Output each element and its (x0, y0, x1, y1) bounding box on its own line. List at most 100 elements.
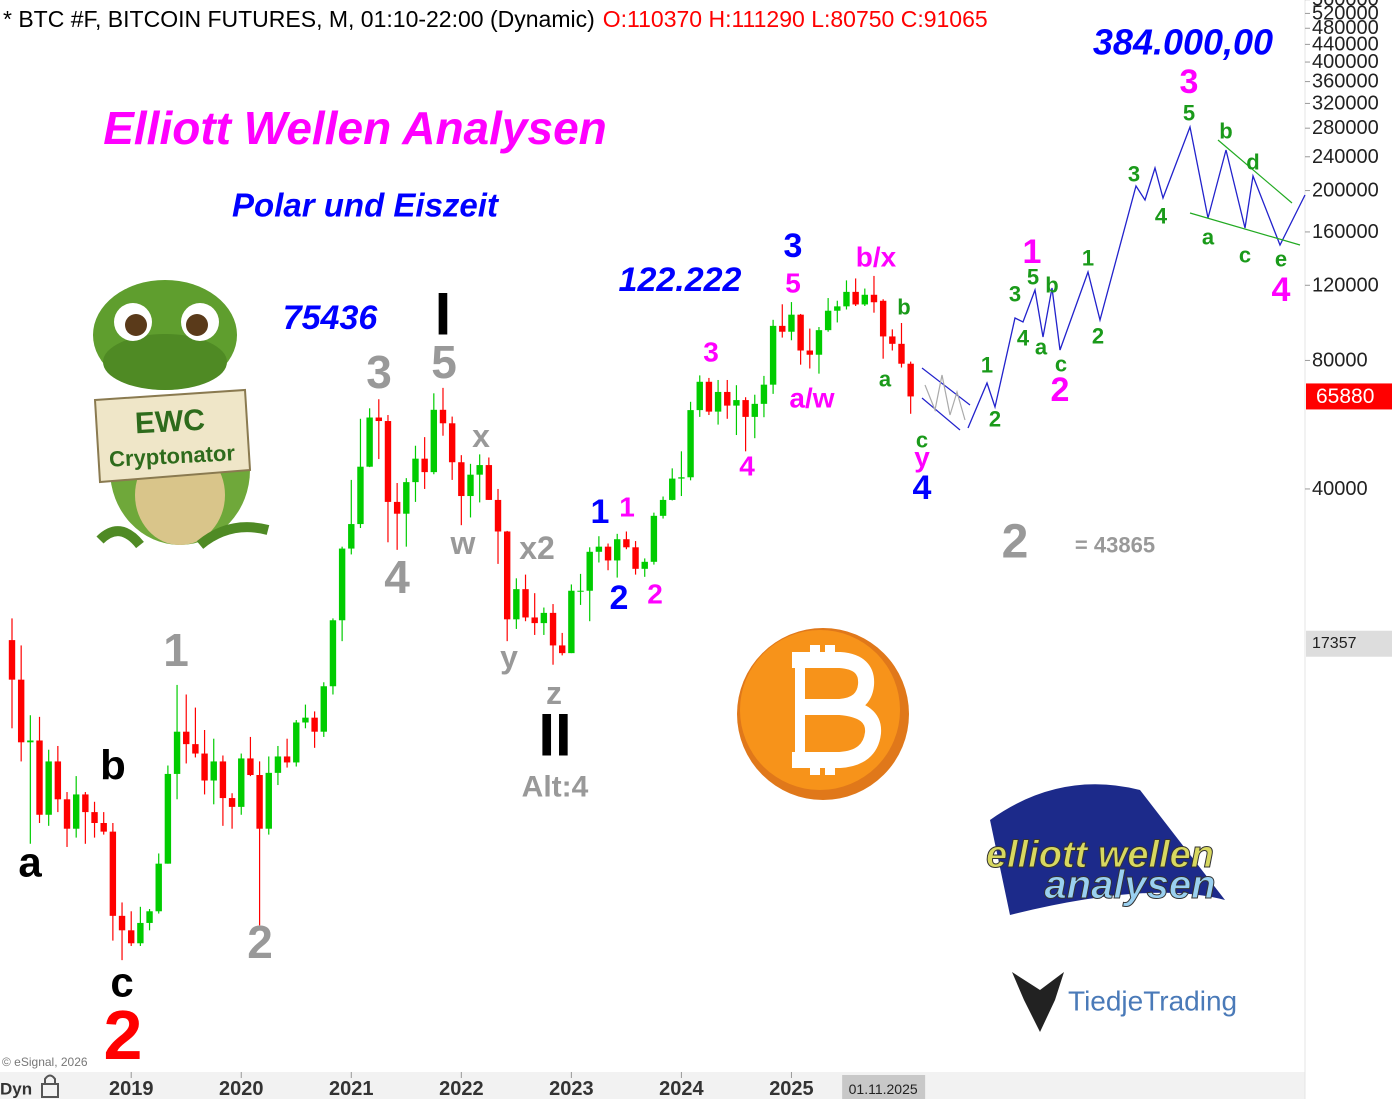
wave-label: 1 (591, 493, 610, 531)
candle-body (393, 501, 401, 514)
wave-label: 2 (647, 579, 663, 610)
candle-body (72, 794, 80, 829)
wave-label: 3 (703, 337, 719, 368)
wave-label: 122.222 (619, 261, 742, 299)
bitcoin-logo (737, 628, 909, 800)
candle-body (485, 465, 493, 500)
axes: 40000 80000 120000 160000 200000 240000 280000… (109, 0, 1392, 1099)
cursor-date: 01.11.2025 (849, 1081, 918, 1097)
candle-body (128, 930, 135, 944)
candle-body (146, 911, 153, 923)
wave-label: 3 (1009, 282, 1021, 307)
y-tick-label: 440000 (1312, 33, 1379, 55)
candle-body (274, 756, 282, 773)
candle-body (568, 590, 575, 654)
wave-label: 384.000,00 (1093, 22, 1273, 63)
x-tick-label: 2022 (439, 1078, 484, 1099)
y-tick-label: 120000 (1312, 274, 1379, 296)
y-tick-label: 320000 (1312, 92, 1379, 114)
candle-body (889, 336, 896, 344)
cursor-date-box (842, 1075, 926, 1099)
candle-body (63, 799, 71, 829)
header: * BTC #F, BITCOIN FUTURES, M, 01:10-22:0… (3, 6, 988, 32)
candle-body (458, 462, 465, 497)
wave-label: c (916, 428, 928, 453)
candle-body (531, 617, 538, 624)
candle-body (705, 381, 713, 412)
candles (8, 275, 914, 961)
candle-body (733, 400, 740, 406)
candle-body (118, 915, 126, 931)
wave-label: 3 (1180, 63, 1199, 101)
wave-label: b (100, 742, 126, 789)
x-tick-label: 2019 (109, 1078, 154, 1099)
candle-body (403, 482, 410, 514)
candle-body (448, 423, 456, 463)
candle-body (769, 325, 777, 385)
candle-body (513, 589, 520, 620)
y-tick-label: 560000 (1312, 0, 1379, 11)
wave-label: b (1219, 119, 1232, 144)
candle-body (384, 421, 392, 502)
candle-body (348, 524, 355, 549)
wave-label: z (546, 675, 562, 711)
x-tick-label: 2023 (549, 1078, 594, 1099)
wave-label: 4 (1155, 204, 1168, 229)
candle-body (714, 391, 722, 412)
candle-body (283, 756, 291, 763)
lock-icon (41, 1074, 59, 1098)
candle-body (421, 458, 428, 473)
wave-label: c (1055, 352, 1067, 377)
candle-body (476, 465, 483, 475)
wave-label: = 43865 (1075, 533, 1155, 558)
candle-body (100, 823, 107, 832)
candle-body (375, 417, 382, 422)
wave-label: 75436 (283, 299, 379, 337)
candle-body (659, 499, 667, 516)
y-tick-label: 280000 (1312, 117, 1379, 139)
candle-body (27, 740, 34, 743)
wave-label: 3 (1128, 162, 1140, 187)
mascot: EWC Cryptonator (93, 280, 270, 549)
candle-body (192, 744, 199, 754)
wave-label: 2 (1051, 371, 1070, 409)
y-tick-label: 160000 (1312, 221, 1379, 243)
x-tick-label: 2020 (219, 1078, 264, 1099)
wave-label: Polar und Eiszeit (232, 187, 500, 224)
candle-body (742, 400, 749, 417)
wave-label: 4 (1272, 271, 1291, 309)
wave-label: 5 (1027, 265, 1039, 290)
candle-body (898, 343, 905, 364)
candle-body (164, 773, 172, 864)
candle-body (36, 740, 43, 815)
candle-body (210, 761, 217, 781)
candle-body (228, 798, 236, 807)
wave-label: 4 (913, 469, 932, 507)
x-tick-label: 2024 (659, 1078, 704, 1099)
candle-body (806, 350, 813, 355)
wave-label: 1 (981, 353, 993, 378)
wave-label: 4 (1017, 326, 1030, 351)
candle-body (824, 310, 832, 331)
wave-label: 2 (104, 996, 143, 1074)
candle-body (815, 330, 823, 355)
candle-body (760, 384, 768, 404)
candle-body (632, 547, 639, 569)
candle-body (641, 561, 648, 569)
wave-label: 3 (366, 346, 392, 398)
candle-body (293, 722, 300, 763)
wave-label: e (1275, 247, 1287, 272)
candle-body (338, 548, 346, 621)
candle-body (870, 294, 878, 303)
price-marker (1306, 383, 1392, 410)
candle-body (843, 291, 850, 307)
wave-label: Alt:4 (522, 771, 589, 804)
candle-body (779, 325, 786, 332)
candle-body (256, 775, 263, 829)
candle-body (45, 761, 52, 815)
wave-label: 1 (619, 492, 635, 523)
tiedje-logo-text: TiedjeTrading (1068, 986, 1237, 1017)
y-tick-label: 480000 (1312, 17, 1379, 39)
